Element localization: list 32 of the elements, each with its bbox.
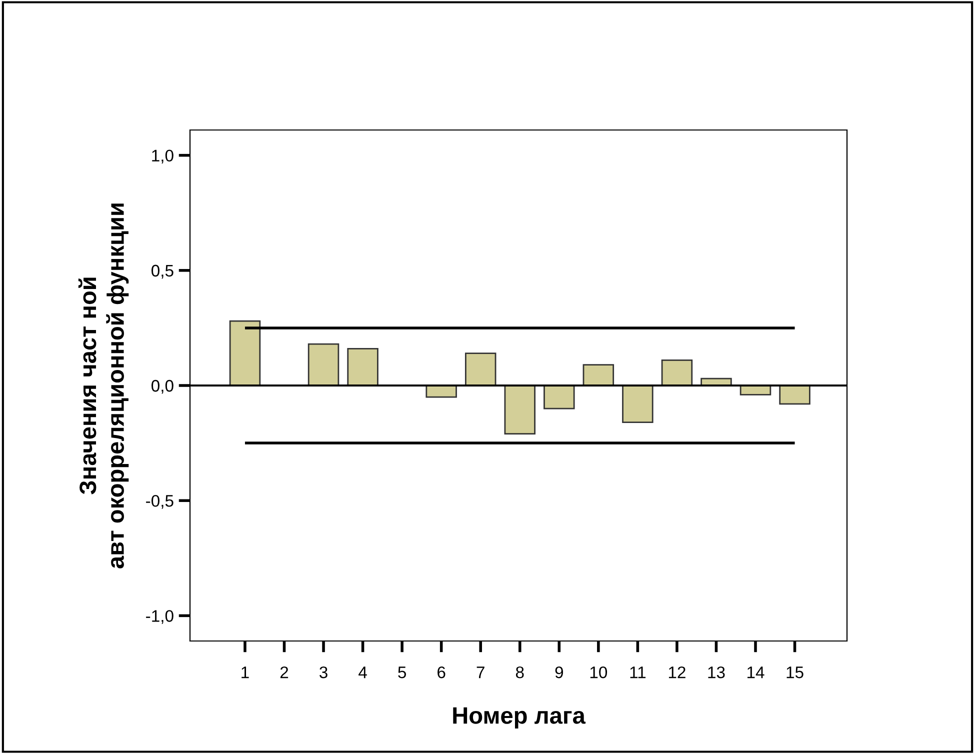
x-tick-label: 7 — [476, 666, 484, 678]
bar — [661, 359, 693, 386]
bar — [544, 384, 575, 410]
x-tick-label: 10 — [590, 666, 608, 678]
y-tick-label: 1,0 — [152, 150, 174, 164]
x-tick-label: 11 — [630, 666, 646, 678]
y-tick-label: 0,5 — [152, 264, 174, 279]
x-tick-label: 4 — [358, 666, 367, 678]
y-tick-label: -0,5 — [146, 494, 174, 509]
y-tick-label: 0,0 — [152, 380, 174, 394]
bar — [229, 320, 261, 386]
bar — [308, 343, 340, 386]
bar — [347, 348, 378, 386]
bar — [504, 384, 536, 435]
x-tick-label: 5 — [398, 666, 406, 678]
y-tick-label: -1,0 — [146, 610, 174, 624]
x-tick-label: 14 — [748, 666, 764, 678]
bar — [582, 364, 614, 386]
bar — [622, 384, 654, 424]
x-tick-label: 2 — [280, 666, 288, 678]
x-tick-label: 12 — [668, 666, 686, 678]
x-tick-label: 1 — [242, 666, 249, 678]
x-tick-label: 13 — [708, 666, 725, 678]
x-tick-label: 8 — [516, 666, 524, 678]
x-tick-label: 9 — [555, 666, 563, 678]
x-tick-label: 15 — [786, 666, 804, 678]
x-tick-label: 6 — [438, 666, 446, 678]
bar — [464, 352, 496, 386]
x-axis-title: Номер лага — [453, 707, 586, 729]
bar — [779, 384, 810, 405]
y-axis-title: Значения част ной авт окорреляционной функции — [78, 204, 129, 568]
x-tick-label: 3 — [320, 666, 328, 678]
